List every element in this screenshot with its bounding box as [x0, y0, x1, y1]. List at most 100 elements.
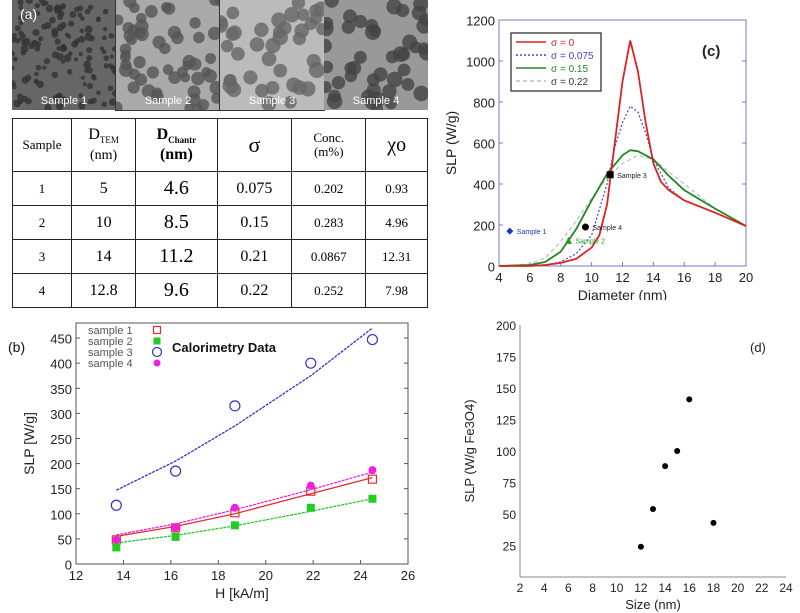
- y-tick-label: 0: [488, 260, 495, 275]
- nanoparticle: [22, 37, 31, 46]
- x-tick-label: 6: [526, 270, 533, 285]
- nanoparticle: [119, 63, 133, 78]
- nanoparticle: [416, 18, 428, 34]
- data-point: [367, 474, 378, 484]
- x-tick-label: 4: [495, 270, 502, 285]
- y-tick-label: 350: [50, 382, 72, 397]
- nanoparticle: [261, 51, 277, 67]
- x-tick-label: 12: [615, 270, 629, 285]
- nanoparticle: [68, 20, 75, 27]
- y-axis-label: SLP [W/g]: [21, 412, 37, 475]
- nanoparticle: [53, 4, 62, 13]
- nanoparticle: [82, 82, 88, 87]
- nanoparticle: [108, 32, 115, 39]
- nanoparticle: [344, 69, 358, 83]
- header-unit: (m%): [313, 144, 344, 160]
- chart-c-slp-vs-diameter: 4 6 8 10 12 14 16 18 20020040060080010001200Diam…: [443, 14, 753, 301]
- data-point: [110, 499, 122, 511]
- header-dchantr: DChantr (nm): [135, 117, 218, 173]
- x-axis-label: Size (nm): [625, 597, 681, 612]
- y-tick-label: 125: [496, 414, 516, 428]
- table-row: 3 14 11.2 0.21 0.0867 12.31: [12, 239, 428, 275]
- data-point: [153, 337, 161, 345]
- x-tick-label: 20: [731, 581, 745, 595]
- nanoparticle: [12, 50, 15, 57]
- nanoparticle: [34, 71, 39, 77]
- x-tick-label: 14: [646, 270, 660, 285]
- nanoparticle: [284, 6, 300, 23]
- x-tick-label: 10: [584, 270, 598, 285]
- nanoparticle: [109, 54, 114, 59]
- nanoparticle: [87, 83, 94, 90]
- nanoparticle: [112, 46, 116, 52]
- x-tick-label: 16: [677, 270, 691, 285]
- cell-sample: 4: [12, 273, 72, 308]
- data-point: [606, 171, 614, 179]
- nanoparticle: [101, 35, 107, 41]
- nanoparticle: [101, 49, 107, 55]
- nanoparticle: [411, 5, 427, 21]
- nanoparticle: [34, 45, 41, 52]
- plot-frame: [520, 325, 786, 577]
- nanoparticle: [42, 65, 47, 70]
- data-point: [662, 463, 669, 470]
- legend-label: σ = 0.075: [551, 51, 594, 62]
- nanoparticle: [33, 78, 39, 85]
- data-point: [152, 325, 162, 335]
- nanoparticle: [78, 35, 86, 43]
- y-tick-label: 300: [50, 407, 72, 422]
- nanoparticle: [127, 81, 140, 94]
- nanoparticle: [83, 60, 92, 69]
- nanoparticle: [32, 28, 40, 37]
- y-tick-label: 600: [473, 137, 495, 152]
- nanoparticle: [77, 101, 86, 110]
- legend-label: sample 2: [88, 336, 133, 348]
- data-point: [305, 357, 317, 369]
- nanoparticle: [324, 0, 339, 8]
- nanoparticle: [111, 89, 116, 97]
- panel-label-c: (c): [702, 43, 720, 60]
- nanoparticle: [51, 30, 59, 38]
- nanoparticle: [150, 89, 164, 103]
- y-tick-label: 150: [496, 382, 516, 396]
- chart-title: Calorimetry Data: [172, 340, 277, 355]
- nanoparticle: [107, 85, 114, 92]
- header-conc: Conc. (m%): [291, 117, 367, 173]
- nanoparticle: [162, 64, 174, 75]
- nanoparticle: [222, 77, 239, 94]
- table-row: 4 12.8 9.6 0.22 0.252 7.98: [12, 273, 428, 308]
- data-point: [112, 543, 121, 552]
- x-tick-label: 8: [589, 581, 596, 595]
- legend-label: σ = 0.22: [551, 77, 588, 88]
- nanoparticle: [265, 80, 280, 95]
- nanoparticle: [86, 47, 93, 54]
- y-tick-label: 25: [503, 540, 517, 554]
- nanoparticle: [84, 67, 90, 73]
- nanoparticle: [60, 59, 66, 64]
- nanoparticle: [125, 34, 137, 46]
- x-axis-label: H [kA/m]: [215, 585, 269, 601]
- tem-image-sample-4: Sample 4: [324, 0, 428, 110]
- nanoparticle: [366, 73, 381, 87]
- y-tick-label: 200: [496, 319, 516, 333]
- nanoparticle: [69, 11, 77, 18]
- nanoparticle: [324, 20, 334, 37]
- x-tick-label: 20: [258, 568, 272, 583]
- nanoparticle: [34, 2, 41, 9]
- nanoparticle: [324, 60, 334, 74]
- nanoparticle: [33, 40, 38, 45]
- data-point: [637, 543, 644, 550]
- nanoparticle: [77, 12, 83, 18]
- header-sub: Chantr: [168, 135, 197, 146]
- nanoparticle: [63, 54, 72, 62]
- nanoparticle: [51, 71, 59, 79]
- nanoparticle: [18, 5, 23, 10]
- nanoparticle: [193, 31, 205, 44]
- cell-dch: 8.5: [135, 205, 218, 241]
- nanoparticle: [57, 93, 63, 98]
- nanoparticle: [14, 37, 21, 44]
- header-sub: TEM: [99, 135, 119, 146]
- nanoparticle: [189, 17, 201, 29]
- panel-label-d: (d): [750, 340, 766, 355]
